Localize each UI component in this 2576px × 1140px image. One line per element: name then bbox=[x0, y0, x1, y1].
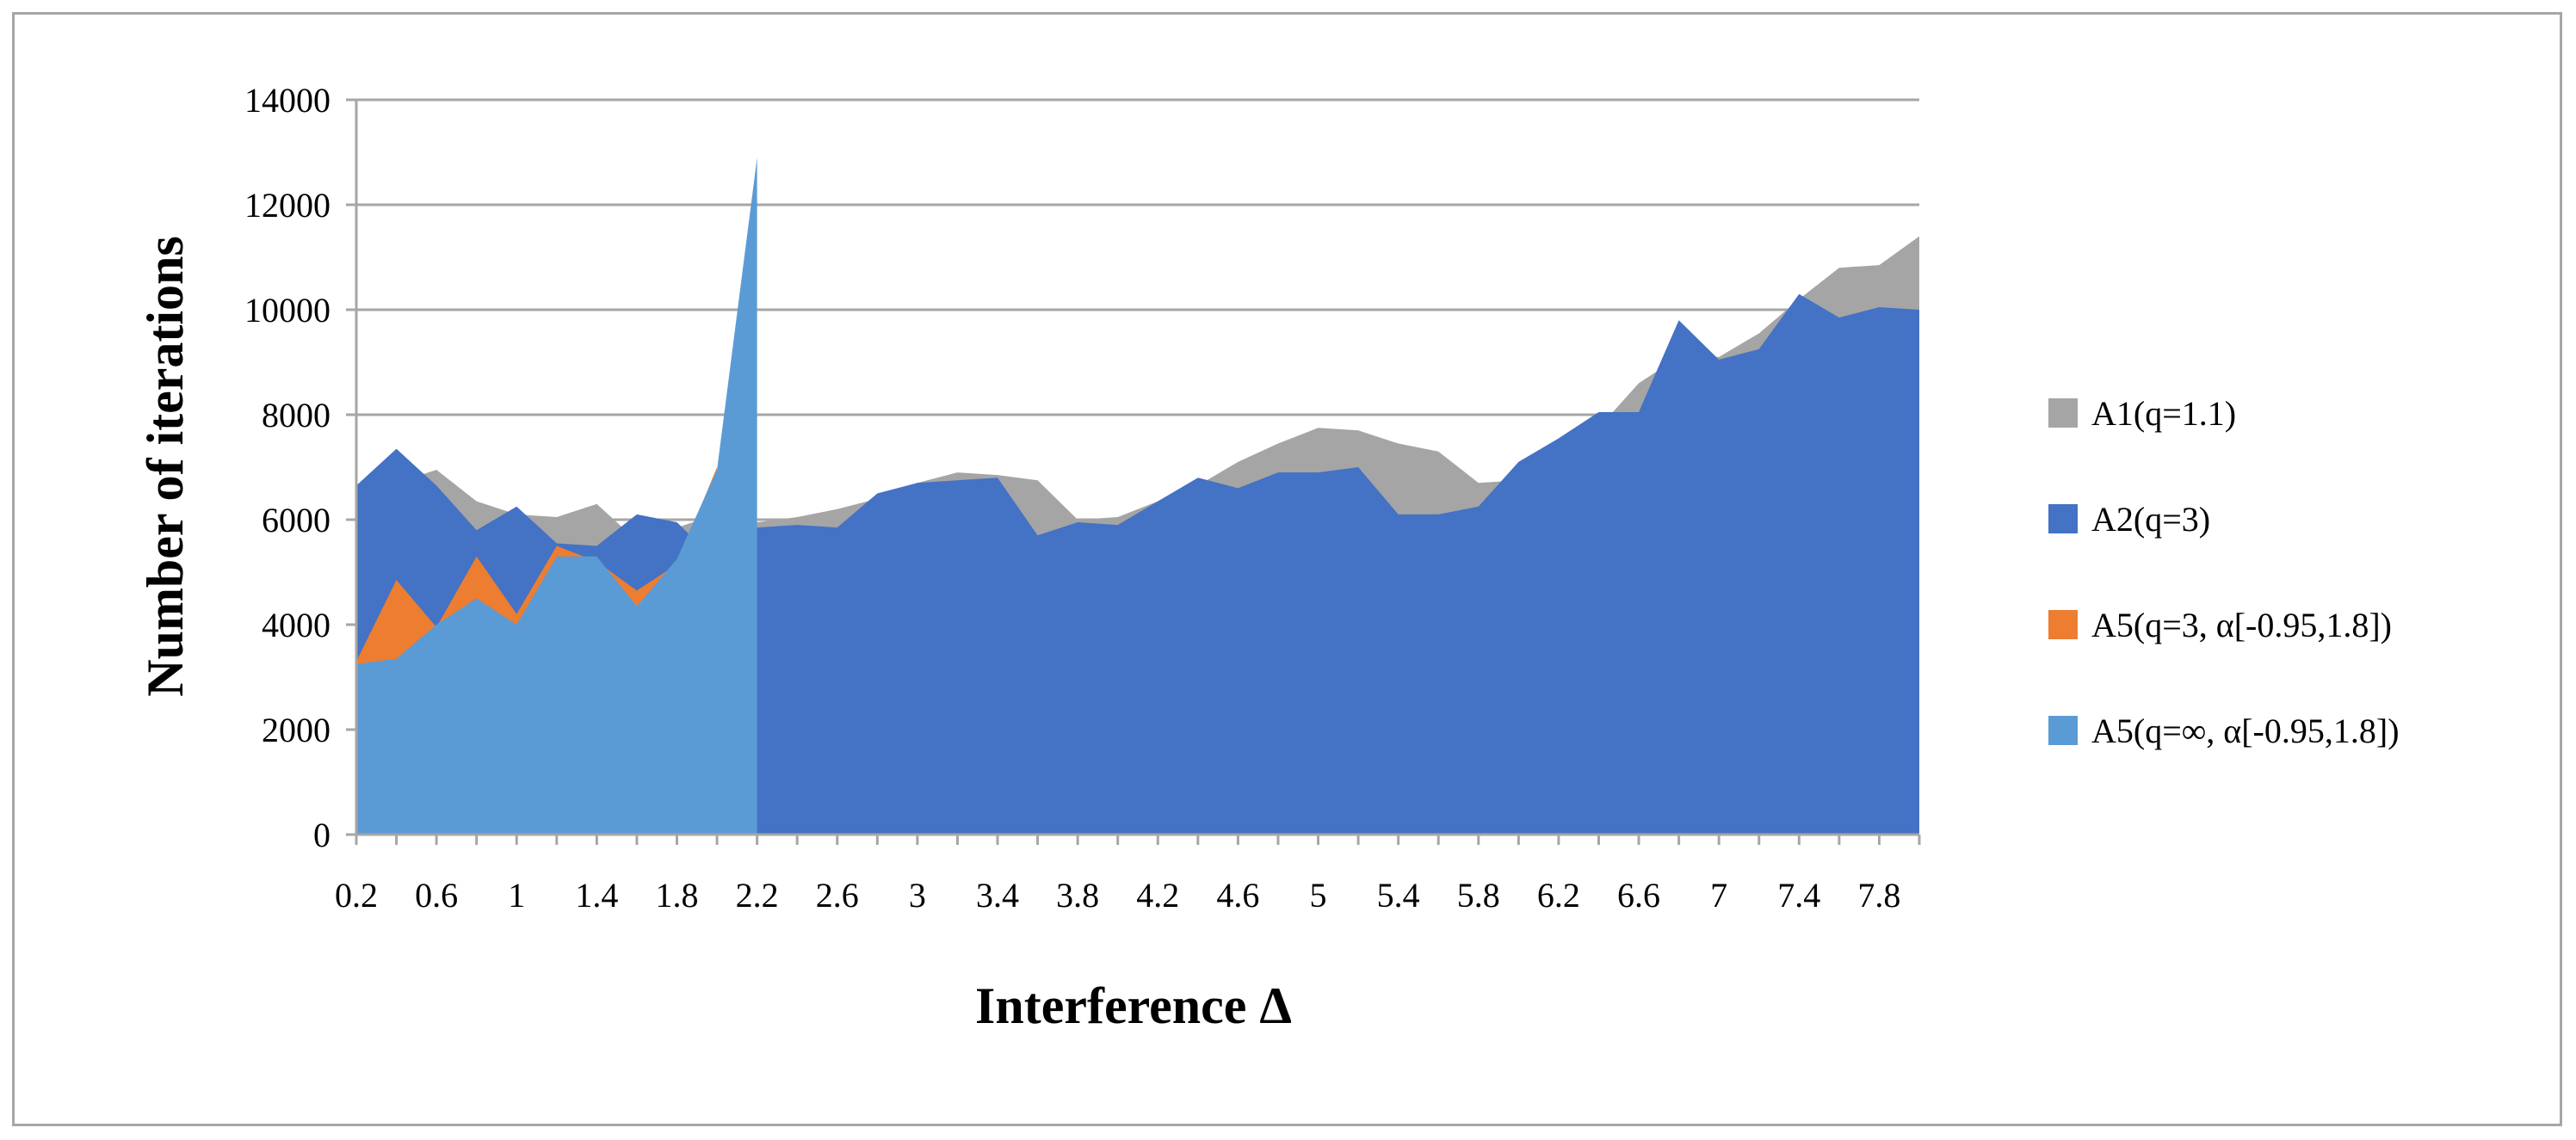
x-tick-label: 3.4 bbox=[976, 876, 1019, 915]
x-axis-title: Interference Δ bbox=[975, 977, 1292, 1034]
legend-swatch-1 bbox=[2048, 398, 2078, 428]
x-tick-label: 3 bbox=[909, 876, 926, 915]
legend-label-3: A5(q=3, α[-0.95,1.8]) bbox=[2091, 606, 2392, 644]
y-tick-label: 6000 bbox=[262, 501, 330, 539]
x-tick-label: 7.8 bbox=[1857, 876, 1900, 915]
x-tick-label: 3.8 bbox=[1056, 876, 1099, 915]
x-tick-label: 2.6 bbox=[816, 876, 859, 915]
x-tick-labels: 0.2 0.6 1 1.4 1.8 2.2 2.6 3 3.4 3.8 4.2 4.6 5 5.4 5.8 6… bbox=[335, 876, 1900, 915]
legend-label-1: A1(q=1.1) bbox=[2091, 394, 2236, 433]
series-areas bbox=[356, 157, 1919, 835]
x-tick-label: 4.6 bbox=[1216, 876, 1259, 915]
y-tick-label: 0 bbox=[313, 816, 330, 854]
x-tick-label: 1 bbox=[508, 876, 525, 915]
y-axis-title: Number of iterations bbox=[137, 236, 194, 697]
area-series-4 bbox=[356, 157, 757, 835]
legend-swatch-4 bbox=[2048, 716, 2078, 745]
legend-label-4: A5(q=∞, α[-0.95,1.8]) bbox=[2091, 712, 2400, 750]
legend: A1(q=1.1) A2(q=3) A5(q=3, α[-0.95,1.8]) A5(… bbox=[2048, 394, 2400, 750]
x-tick-label: 5.4 bbox=[1377, 876, 1420, 915]
legend-swatch-2 bbox=[2048, 504, 2078, 533]
x-tick-label: 0.6 bbox=[415, 876, 458, 915]
x-tick-label: 7.4 bbox=[1777, 876, 1820, 915]
legend-label-2: A2(q=3) bbox=[2091, 500, 2210, 539]
axes bbox=[346, 98, 1921, 845]
x-tick-label: 0.2 bbox=[335, 876, 378, 915]
x-tick-label: 2.2 bbox=[736, 876, 779, 915]
y-tick-labels: 0 2000 4000 6000 8000 10000 12000 14000 bbox=[244, 81, 330, 854]
y-tick-label: 14000 bbox=[244, 81, 330, 120]
y-tick-label: 8000 bbox=[262, 396, 330, 434]
chart-frame: 0 2000 4000 6000 8000 10000 12000 14000 0.2 0.6 1… bbox=[12, 12, 2562, 1126]
legend-swatch-3 bbox=[2048, 610, 2078, 639]
y-tick-label: 4000 bbox=[262, 606, 330, 644]
x-tick-label: 1.4 bbox=[575, 876, 618, 915]
x-tick-label: 5 bbox=[1310, 876, 1327, 915]
x-tick-label: 5.8 bbox=[1457, 876, 1500, 915]
x-tick-label: 6.6 bbox=[1617, 876, 1660, 915]
y-tick-label: 12000 bbox=[244, 186, 330, 225]
x-tick-label: 7 bbox=[1710, 876, 1727, 915]
x-tick-label: 1.8 bbox=[656, 876, 699, 915]
x-tick-label: 4.2 bbox=[1136, 876, 1179, 915]
y-tick-label: 2000 bbox=[262, 711, 330, 749]
x-tick-label: 6.2 bbox=[1537, 876, 1580, 915]
area-chart: 0 2000 4000 6000 8000 10000 12000 14000 0.2 0.6 1… bbox=[137, 81, 2400, 1034]
y-tick-label: 10000 bbox=[244, 291, 330, 330]
